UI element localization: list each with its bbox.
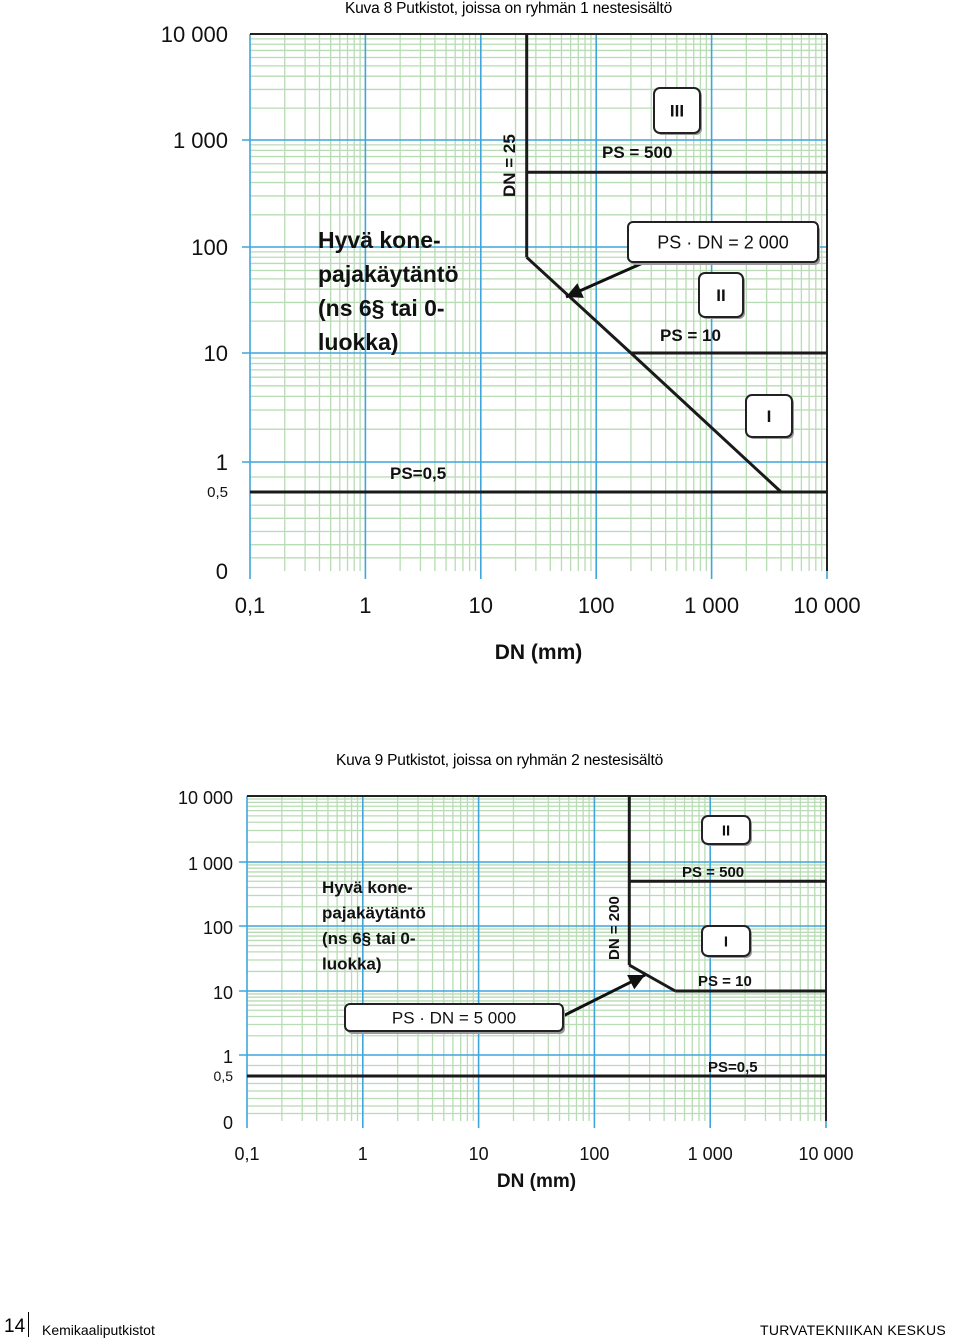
annotation-line: luokka) xyxy=(318,329,399,355)
y-axis: 0 0,51 10 100 1 000 10 000 xyxy=(178,788,233,1133)
formula-box xyxy=(344,1003,564,1032)
annotation-line: luokka) xyxy=(322,955,382,974)
x-tick-label: 10 000 xyxy=(798,1144,853,1164)
page-footer: 14 Kemikaaliputkistot TURVATEKNIIKAN KES… xyxy=(0,1308,960,1338)
category-box xyxy=(698,272,744,318)
y-tick-label: 0 xyxy=(223,1113,233,1133)
x-tick-label: 0,1 xyxy=(234,1144,259,1164)
boundary-lines xyxy=(247,796,826,1078)
figure-8-caption: Kuva 8 Putkistot, joissa on ryhmän 1 nes… xyxy=(345,0,673,17)
annotation-line: Hyvä kone- xyxy=(318,227,441,253)
formula-box xyxy=(627,221,819,263)
boundary-labels: PS=0,5 DN = 200 PS = 10 PS = 500 xyxy=(606,864,758,1076)
page-number: 14 xyxy=(4,1316,26,1337)
formula-callout: PS · DN = 5 000 xyxy=(344,973,646,1034)
formula-label: PS · DN = 2 000 xyxy=(657,232,789,252)
x-axis-title: DN (mm) xyxy=(497,1171,576,1192)
category-box xyxy=(653,87,701,134)
boundary-label: PS = 500 xyxy=(602,143,672,162)
category-box xyxy=(701,815,751,845)
x-tick-label: 10 xyxy=(469,1144,489,1164)
y-axis: 0 0,5 1 10 100 1 000 10 000 xyxy=(161,22,228,584)
boundary-label: PS=0,5 xyxy=(708,1059,758,1076)
category-label: I xyxy=(724,933,728,950)
x-tick-label: 0,1 xyxy=(235,593,266,618)
x-tick-label: 10 000 xyxy=(793,593,860,618)
formula-callout: PS · DN = 2 000 xyxy=(565,221,820,299)
callout-arrow-head xyxy=(627,975,645,990)
boundary-labels: PS=0,5 DN = 25 PS = 10 PS = 500 xyxy=(390,134,721,483)
category-label: I xyxy=(767,407,772,426)
figure-9-caption: Kuva 9 Putkistot, joissa on ryhmän 2 nes… xyxy=(336,752,664,769)
footer-publisher: TURVATEKNIIKAN KESKUS xyxy=(759,1322,946,1338)
boundary-label: PS = 500 xyxy=(682,864,744,881)
formula-label: PS · DN = 5 000 xyxy=(392,1009,516,1028)
y-tick-label: 1 xyxy=(216,450,228,475)
y-tick-label: 0 xyxy=(216,559,228,584)
boundary-line xyxy=(628,963,677,993)
category-label: II xyxy=(716,286,725,305)
plot-area xyxy=(247,796,826,1121)
annotation-line: pajakäytäntö xyxy=(318,261,459,287)
annotation-line: (ns 6§ tai 0- xyxy=(318,295,445,321)
annotation-line: (ns 6§ tai 0- xyxy=(322,929,416,948)
category-box xyxy=(701,925,751,957)
x-tick-label: 1 xyxy=(359,593,371,618)
figure-8-chart: 0,1 1 10 100 1 000 10 000 DN (mm) 0 0,5 1 10 100 1 0… xyxy=(161,22,861,664)
boundary-label: DN = 25 xyxy=(500,134,519,197)
y-tick-label: 1 000 xyxy=(188,854,233,874)
y-tick-label: 100 xyxy=(191,235,228,260)
minor-gridlines xyxy=(250,34,827,571)
good-practice-annotation: Hyvä kone-pajakäytäntö (ns 6§ tai 0- luokk… xyxy=(322,878,426,974)
y-tick-label: 10 000 xyxy=(161,22,228,47)
x-tick-label: 1 000 xyxy=(684,593,739,618)
x-tick-label: 100 xyxy=(579,1144,609,1164)
x-axis: 0,1 1 10 100 1 000 10 000 DN (mm) xyxy=(234,1121,854,1192)
y-tick-label: 0,5 xyxy=(207,484,228,501)
y-tick-label: 10 xyxy=(213,983,233,1003)
annotation-line: Hyvä kone- xyxy=(322,878,413,897)
x-axis: 0,1 1 10 100 1 000 10 000 DN (mm) xyxy=(235,571,861,664)
x-tick-label: 10 xyxy=(469,593,493,618)
y-tick-label: 0,5 xyxy=(214,1068,234,1084)
boundary-lines xyxy=(250,34,827,494)
boundary-label: PS = 10 xyxy=(698,973,752,990)
y-tick-label: 10 000 xyxy=(178,788,233,808)
category-box xyxy=(745,394,793,438)
x-tick-label: 100 xyxy=(578,593,615,618)
x-axis-title: DN (mm) xyxy=(495,641,583,664)
y-tick-label: 1 xyxy=(223,1047,233,1067)
category-label: II xyxy=(722,822,730,839)
boundary-label: PS = 10 xyxy=(660,326,721,345)
annotation-line: pajakäytäntö xyxy=(322,904,426,923)
x-tick-label: 1 xyxy=(358,1144,368,1164)
boundary-label: PS=0,5 xyxy=(390,464,446,483)
y-tick-label: 100 xyxy=(203,918,233,938)
category-label: III xyxy=(670,102,684,121)
good-practice-annotation: Hyvä kone-pajakäytäntö (ns 6§ tai 0- luokk… xyxy=(318,227,459,355)
x-tick-label: 1 000 xyxy=(688,1144,733,1164)
y-tick-label: 10 xyxy=(204,341,228,366)
boundary-label: DN = 200 xyxy=(606,896,623,960)
footer-publication-title: Kemikaaliputkistot xyxy=(42,1322,155,1338)
callout-arrow-head xyxy=(566,283,584,298)
footer-divider xyxy=(28,1312,29,1337)
category-boxes: III xyxy=(701,815,752,958)
y-tick-label: 1 000 xyxy=(173,128,228,153)
